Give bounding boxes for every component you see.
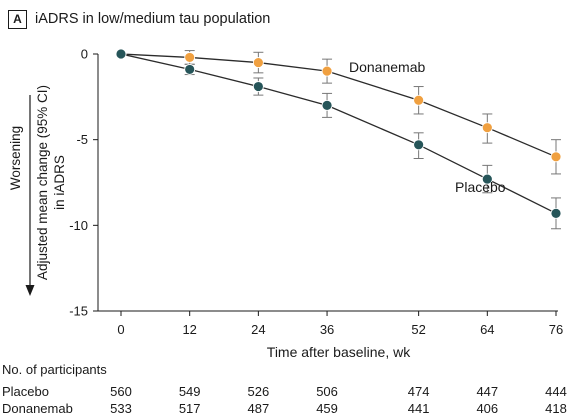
participants-row-label: Placebo	[2, 384, 49, 399]
placebo-point	[321, 100, 333, 111]
participants-count: 418	[545, 401, 567, 416]
worsening-arrow-head	[25, 285, 35, 296]
participants-heading: No. of participants	[2, 362, 107, 377]
participants-row-label: Donanemab	[2, 401, 73, 416]
x-tick-label: 76	[549, 322, 563, 337]
participants-count: 526	[247, 384, 270, 399]
placebo-point	[413, 139, 425, 151]
y-tick-label: -15	[69, 304, 88, 319]
participants-row-placebo: Placebo 560 549 526 506 474 447 444	[0, 384, 570, 400]
panel-title: iADRS in low/medium tau population	[35, 11, 271, 27]
participants-count: 549	[178, 384, 201, 399]
x-tick-label: 12	[182, 322, 196, 337]
x-tick-label: 64	[480, 322, 494, 337]
donanemab-point	[184, 52, 196, 63]
participants-count: 506	[316, 384, 338, 399]
x-tick-label: 52	[411, 322, 425, 337]
x-tick-label: 36	[320, 322, 334, 337]
participants-count: 560	[110, 384, 132, 399]
participants-count: 533	[110, 401, 132, 416]
x-axis-label: Time after baseline, wk	[267, 344, 411, 360]
participants-count: 487	[247, 401, 270, 416]
participants-count: 406	[476, 401, 499, 416]
participants-count: 517	[178, 401, 201, 416]
x-tick-label: 0	[117, 322, 124, 337]
y-tick-label: 0	[81, 47, 88, 62]
panel-header: A iADRS in low/medium tau population	[8, 8, 270, 30]
y-axis-label-line-2: in iADRS	[52, 155, 67, 210]
y-tick-label: -10	[69, 218, 88, 233]
donanemab-point	[550, 151, 562, 163]
donanemab-point	[481, 122, 493, 134]
x-tick-label: 24	[251, 322, 265, 337]
participants-count: 459	[316, 401, 338, 416]
participants-count: 474	[407, 384, 430, 399]
participants-count: 444	[545, 384, 567, 399]
placebo-point	[252, 81, 264, 92]
placebo-series-label: Placebo	[455, 179, 506, 195]
placebo-point	[550, 207, 562, 219]
placebo-point	[184, 64, 196, 75]
line-chart: 0 -5 -10 -15 0 12 24 36 52 64 76 Time after baselin…	[8, 47, 563, 361]
placebo-point	[481, 173, 493, 185]
participants-count: 447	[476, 384, 499, 399]
y-axis-label-line-1: Adjusted mean change (95% CI)	[35, 85, 50, 280]
participants-count: 441	[407, 401, 430, 416]
donanemab-point	[413, 94, 425, 106]
panel-letter: A	[8, 9, 27, 29]
worsening-label: Worsening	[8, 126, 23, 190]
participants-row-donanemab: Donanemab 533 517 487 459 441 406 418	[0, 401, 570, 417]
y-tick-label: -5	[76, 132, 88, 147]
donanemab-point	[321, 65, 333, 77]
donanemab-point	[252, 57, 264, 68]
placebo-point	[115, 48, 127, 60]
donanemab-series-label: Donanemab	[349, 59, 425, 75]
